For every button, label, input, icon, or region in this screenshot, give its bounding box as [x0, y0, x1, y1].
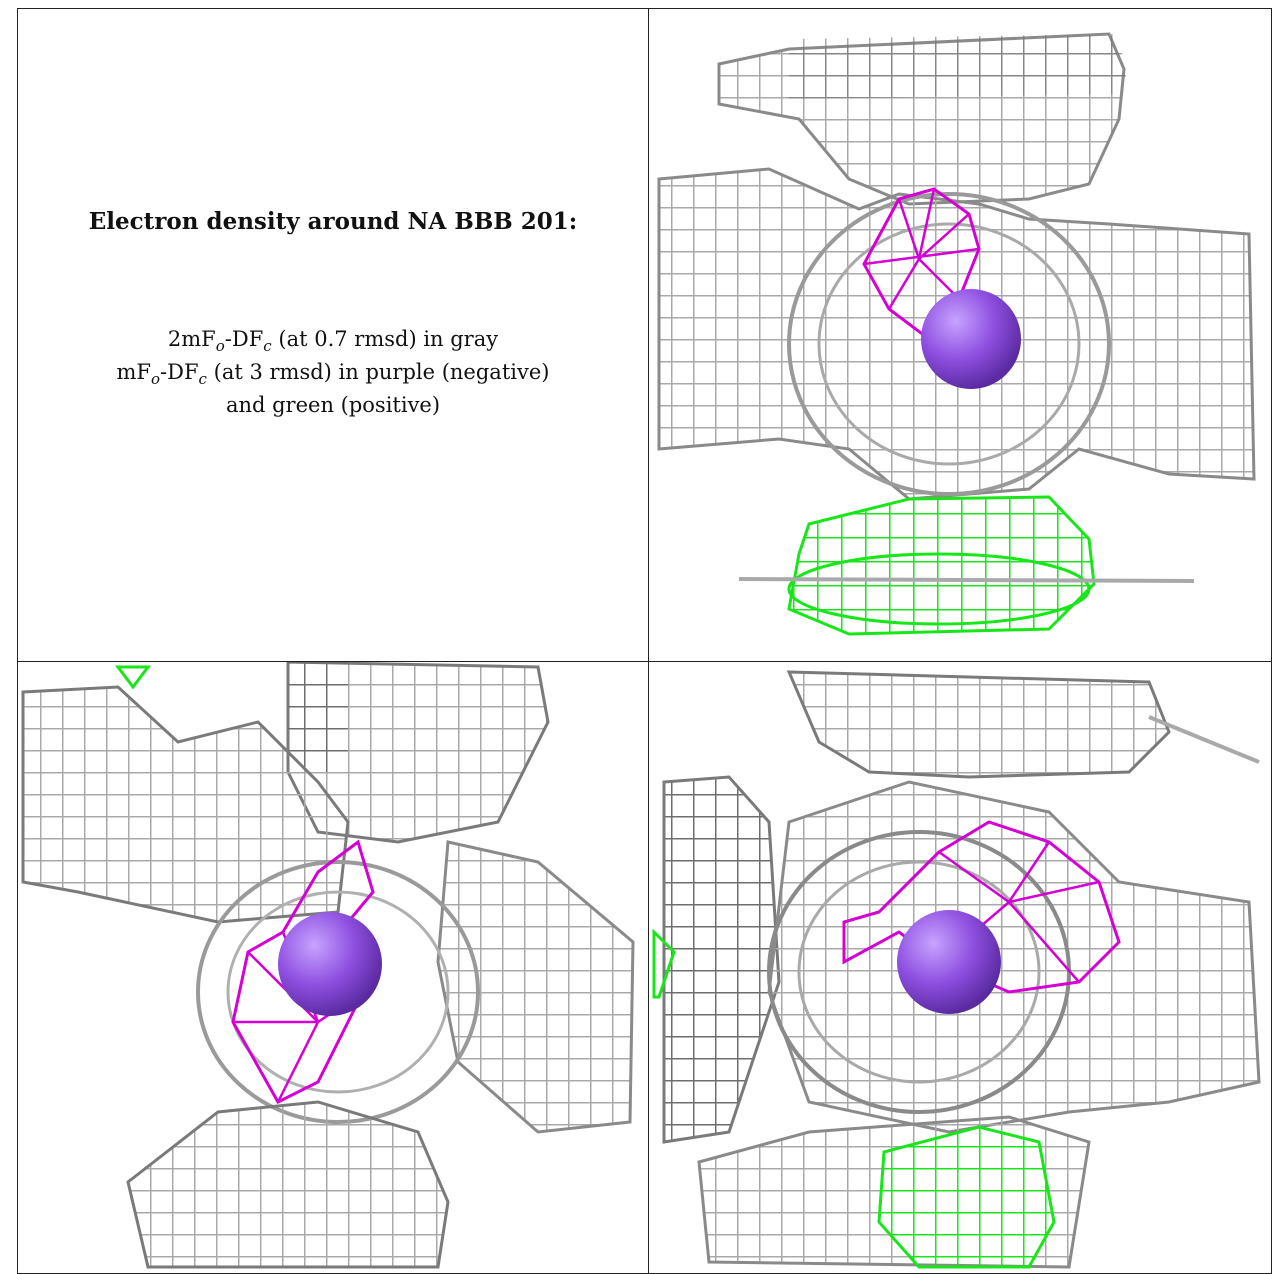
caption-line2-sub1: o	[151, 370, 161, 389]
density-view-top-right	[649, 9, 1271, 661]
density-view-bottom-right	[649, 662, 1271, 1272]
caption-line1-sub2: c	[263, 337, 272, 356]
gray-mesh-bottom	[126, 1100, 450, 1269]
caption-line1-sub1: o	[215, 337, 225, 356]
caption-title: Electron density around NA BBB 201:	[88, 208, 578, 235]
caption-line2-b: -DF	[160, 360, 199, 384]
green-mesh-edge	[652, 928, 676, 999]
grid-line-right	[1271, 9, 1272, 1273]
purple-mesh	[231, 839, 375, 1104]
gray-mesh-left	[662, 775, 781, 1144]
caption-line1-c: (at 0.7 rmsd) in gray	[271, 327, 499, 351]
grid-line-top	[17, 8, 1272, 9]
caption-line2-sub2: c	[198, 370, 207, 389]
grid-line-left	[17, 9, 18, 1273]
caption-line1-b: -DF	[224, 327, 264, 351]
caption-line-green: and green (positive)	[225, 393, 441, 417]
caption-line-purple: mFo-DFc (at 3 rmsd) in purple (negative)	[18, 360, 648, 388]
grid-line-middle	[648, 9, 649, 1273]
gray-mesh-center	[767, 780, 1261, 1134]
caption-line2-a: mF	[116, 360, 151, 384]
gray-mesh-right	[436, 840, 635, 1134]
sodium-sphere	[921, 289, 1021, 389]
caption-line1-a: 2mF	[167, 327, 216, 351]
density-render-bottom-right	[652, 670, 1261, 1269]
green-mesh	[877, 1125, 1056, 1269]
caption-line-gray: 2mFo-DFc (at 0.7 rmsd) in gray	[18, 327, 648, 355]
caption-line2-c: (at 3 rmsd) in purple (negative)	[206, 360, 550, 384]
sodium-sphere	[897, 910, 1001, 1014]
sodium-sphere	[278, 912, 382, 1016]
density-render-top-right	[657, 32, 1256, 636]
density-view-bottom-left	[18, 662, 648, 1272]
gray-mesh-left	[21, 685, 350, 924]
grid-line-center	[17, 661, 1272, 662]
caption-panel: Electron density around NA BBB 201: 2mFo…	[18, 9, 648, 661]
density-render-bottom-left	[21, 662, 635, 1269]
gray-mesh-top	[786, 670, 1171, 779]
